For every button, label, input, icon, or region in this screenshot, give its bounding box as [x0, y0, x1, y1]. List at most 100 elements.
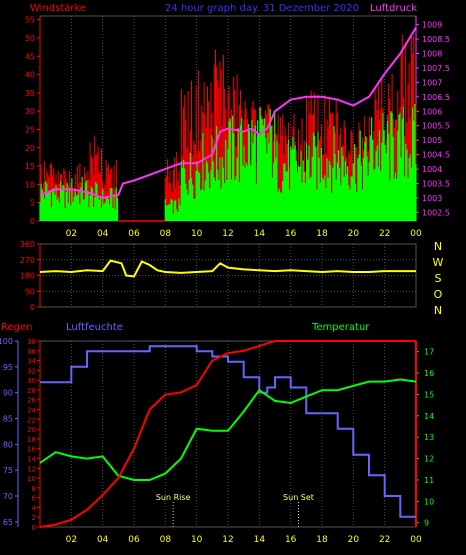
rain-humidity-temperature-panel: 02 04 06 08 10 12 14 16 18 20 22 006570758085909510…	[0, 337, 434, 545]
direction-y-tick-label: 360	[20, 240, 35, 249]
rain-y-tick-label: 2	[32, 514, 36, 522]
direction-series	[39, 259, 416, 278]
pressure-y-tick-label: 1002.5	[422, 208, 450, 217]
temperature-y-tick-label: 11	[424, 476, 434, 485]
temperature-y-tick-label: 16	[424, 369, 434, 378]
pressure-y-tick-label: 1006	[422, 107, 442, 116]
rain-y-tick-label: 32	[27, 367, 36, 375]
wind-x-tick-label: 02	[66, 229, 77, 239]
rain-y-tick-label: 28	[27, 387, 36, 395]
humidity-y-tick-label: 95	[3, 363, 13, 372]
rain-y-tick-label: 22	[27, 416, 36, 424]
rain-y-tick-label: 16	[27, 446, 36, 454]
wind-y-tick-label: 35	[25, 89, 35, 98]
wind-x-tick-label: 14	[254, 229, 266, 239]
pressure-axis-title: Luftdruck	[370, 3, 417, 14]
rain-y-tick-label: 8	[32, 485, 36, 493]
wind-series	[39, 103, 417, 221]
humidity-y-tick-label: 85	[3, 415, 13, 424]
rain-y-tick-label: 24	[27, 407, 36, 415]
wind-y-tick-label: 20	[25, 144, 35, 153]
wind-y-tick-label: 45	[25, 52, 35, 61]
compass-label: N	[434, 304, 442, 317]
wind-y-tick-label: 5	[30, 199, 35, 208]
pressure-y-tick-label: 1005	[422, 136, 442, 145]
wind-y-tick-label: 30	[25, 107, 35, 116]
pressure-y-tick-label: 1005.5	[422, 122, 450, 131]
rain-axis-title: Regen	[1, 322, 33, 333]
temperature-axis-title: Temperatur	[311, 322, 370, 333]
climate-x-tick-label: 06	[128, 535, 140, 545]
compass-label: N	[434, 240, 442, 253]
rain-y-tick-label: 38	[27, 338, 36, 346]
climate-x-tick-label: 22	[379, 535, 390, 545]
temperature-y-tick-label: 15	[424, 390, 434, 399]
climate-x-tick-label: 20	[348, 535, 360, 545]
rain-y-tick-label: 34	[27, 358, 36, 366]
rain-y-tick-label: 20	[27, 426, 36, 434]
climate-x-tick-label: 16	[285, 535, 297, 545]
humidity-y-tick-label: 65	[3, 518, 13, 527]
compass-label: S	[435, 272, 442, 285]
rain-y-tick-label: 30	[27, 377, 36, 385]
direction-y-tick-label: 0	[30, 303, 35, 312]
rain-y-tick-label: 36	[27, 348, 36, 356]
climate-x-tick-label: 14	[254, 535, 266, 545]
rain-y-tick-label: 4	[32, 504, 37, 512]
wind-x-tick-label: 06	[128, 229, 140, 239]
humidity-y-tick-label: 70	[3, 492, 13, 501]
wind-pressure-panel: 02 04 06 08 10 12 14 16 18 20 22 000510152025303540…	[25, 15, 450, 239]
rain-y-tick-label: 14	[27, 455, 36, 463]
wind-y-tick-label: 0	[30, 217, 35, 226]
climate-x-tick-label: 08	[160, 535, 172, 545]
pressure-y-tick-label: 1009	[422, 21, 442, 30]
pressure-y-tick-label: 1003.5	[422, 179, 450, 188]
wind-x-tick-label: 04	[97, 229, 109, 239]
pressure-y-tick-label: 1004.5	[422, 151, 450, 160]
temperature-series	[39, 378, 417, 481]
rain-y-tick-label: 18	[27, 436, 36, 444]
annotation-label: Sun Set	[283, 493, 314, 502]
temperature-y-tick-label: 13	[424, 433, 434, 442]
pressure-y-tick-label: 1007	[422, 78, 442, 87]
direction-y-tick-label: 90	[25, 287, 35, 296]
direction-y-tick-label: 270	[20, 256, 35, 265]
direction-y-tick-label: 180	[20, 272, 35, 281]
climate-x-tick-label: 00	[410, 535, 422, 545]
compass-label: O	[434, 288, 443, 301]
pressure-y-tick-label: 1008	[422, 50, 442, 59]
chart-title: 24 hour graph day. 31 Dezember 2020	[165, 3, 359, 14]
humidity-y-tick-label: 75	[3, 466, 13, 475]
temperature-y-tick-label: 14	[424, 412, 434, 421]
annotation-label: Sun Rise	[156, 493, 191, 502]
wind-axis-title: Windstärke	[30, 3, 86, 14]
rain-series	[39, 340, 416, 528]
wind-y-tick-label: 50	[25, 34, 35, 43]
humidity-y-tick-label: 100	[0, 337, 13, 346]
humidity-axis-title: Luftfeuchte	[66, 322, 123, 333]
pressure-y-tick-label: 1007.5	[422, 64, 450, 73]
wind-x-tick-label: 08	[160, 229, 172, 239]
climate-x-tick-label: 04	[97, 535, 109, 545]
wind-x-tick-label: 12	[222, 229, 233, 239]
pressure-series	[39, 26, 417, 199]
pressure-y-tick-label: 1006.5	[422, 93, 450, 102]
wind-y-tick-label: 10	[25, 180, 35, 189]
wind-y-tick-label: 25	[25, 125, 35, 134]
wind-x-tick-label: 16	[285, 229, 297, 239]
temperature-y-tick-label: 10	[424, 497, 434, 506]
wind-y-tick-label: 40	[25, 71, 35, 80]
climate-x-tick-label: 12	[222, 535, 233, 545]
wind-x-tick-label: 00	[410, 229, 422, 239]
rain-y-tick-label: 10	[27, 475, 36, 483]
temperature-y-tick-label: 12	[424, 455, 434, 464]
wind-x-tick-label: 20	[348, 229, 360, 239]
wind-x-tick-label: 22	[379, 229, 390, 239]
climate-x-tick-label: 02	[66, 535, 77, 545]
compass-label: W	[433, 256, 444, 269]
pressure-y-tick-label: 1004	[422, 165, 442, 174]
humidity-y-tick-label: 90	[3, 389, 13, 398]
wind-x-tick-label: 10	[191, 229, 203, 239]
